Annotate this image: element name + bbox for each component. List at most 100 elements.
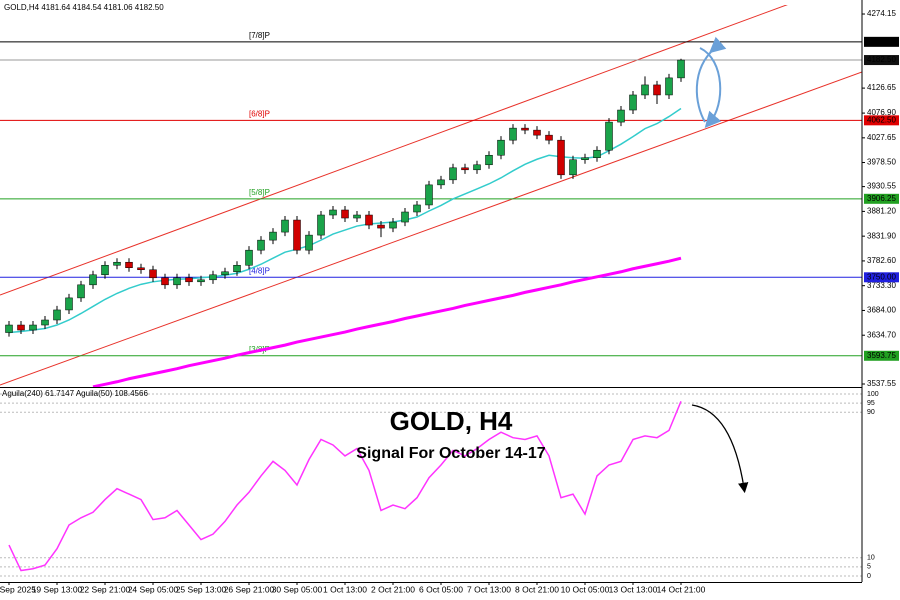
x-tick-label: 22 Sep 21:00 bbox=[80, 584, 131, 594]
candle-body bbox=[533, 129, 541, 136]
indicator-label: Aguila(240) 61.7147 Aguila(50) 108.4566 bbox=[2, 389, 148, 398]
candle-body bbox=[197, 279, 205, 283]
candle-body bbox=[449, 167, 457, 181]
candle-body bbox=[677, 59, 685, 79]
candle-body bbox=[425, 184, 433, 206]
y-tick-label: 3978.50 bbox=[867, 158, 896, 167]
candle-body bbox=[341, 209, 349, 219]
candle-body bbox=[497, 139, 505, 156]
x-tick-label: 25 Sep 13:00 bbox=[176, 584, 227, 594]
candle-body bbox=[209, 274, 217, 281]
price-tag-label: 3593.75 bbox=[867, 351, 896, 360]
candle-body bbox=[317, 214, 325, 236]
level-label: [6/8]P bbox=[249, 109, 270, 118]
candle-body bbox=[77, 284, 85, 299]
x-tick-label: 10 Oct 05:00 bbox=[561, 584, 610, 594]
candle-body bbox=[269, 231, 277, 241]
arrow-blue bbox=[695, 36, 727, 123]
candle-body bbox=[281, 219, 289, 233]
candle-body bbox=[413, 204, 421, 213]
price-tag-label: 3906.25 bbox=[867, 194, 896, 203]
y-tick-label: 5 bbox=[867, 564, 871, 571]
candle-body bbox=[665, 77, 673, 96]
price-tag bbox=[864, 193, 899, 204]
level-label: [4/8]P bbox=[249, 266, 270, 275]
candle-body bbox=[365, 214, 373, 226]
candle-body bbox=[329, 209, 337, 216]
candle-body bbox=[53, 309, 61, 321]
candle-body bbox=[293, 219, 301, 251]
indicator-panel bbox=[0, 393, 862, 577]
x-tick-label: 30 Sep 05:00 bbox=[272, 584, 323, 594]
candle-body bbox=[353, 214, 361, 219]
candle-body bbox=[41, 319, 49, 326]
x-tick-label: 13 Oct 13:00 bbox=[609, 584, 658, 594]
price-panel: [7/8]P[6/8]P[5/8]P[4/8]P[3/8]P bbox=[0, 5, 862, 387]
x-tick-label: 6 Oct 05:00 bbox=[419, 584, 463, 594]
price-tag bbox=[864, 36, 899, 47]
price-tag bbox=[864, 272, 899, 283]
level-label: [7/8]P bbox=[249, 31, 270, 40]
y-tick-label: 4274.15 bbox=[867, 9, 896, 18]
x-tick-label: 24 Sep 05:00 bbox=[128, 584, 179, 594]
candle-body bbox=[137, 267, 145, 271]
x-tick-label: 19 Sep 13:00 bbox=[32, 584, 83, 594]
x-tick-label: 26 Sep 21:00 bbox=[224, 584, 275, 594]
y-tick-label: 4126.65 bbox=[867, 83, 896, 92]
candle-body bbox=[473, 164, 481, 171]
candle-body bbox=[29, 324, 37, 331]
candle-body bbox=[89, 274, 97, 286]
price-tag bbox=[864, 55, 899, 66]
y-tick-label: 3930.55 bbox=[867, 182, 896, 191]
y-tick-label: 3831.90 bbox=[867, 231, 896, 240]
candle-body bbox=[485, 154, 493, 166]
candle-body bbox=[401, 211, 409, 223]
candle-body bbox=[377, 224, 385, 229]
x-tick-label: 8 Oct 21:00 bbox=[515, 584, 559, 594]
y-tick-label: 3537.55 bbox=[867, 379, 896, 388]
price-tag bbox=[864, 350, 899, 361]
y-tick-label: 10 bbox=[867, 555, 875, 562]
candle-body bbox=[149, 269, 157, 279]
candle-body bbox=[5, 324, 13, 333]
x-tick-label: 14 Oct 21:00 bbox=[657, 584, 706, 594]
x-tick-label: 1 Oct 13:00 bbox=[323, 584, 367, 594]
candle-body bbox=[389, 221, 397, 229]
candle-body bbox=[245, 249, 253, 266]
x-tick-label: 7 Oct 13:00 bbox=[467, 584, 511, 594]
price-tag-label: 4218.75 bbox=[867, 37, 896, 46]
candle-body bbox=[653, 84, 661, 96]
price-tag-label: 3750.00 bbox=[867, 272, 896, 281]
candle-body bbox=[305, 234, 313, 251]
y-tick-label: 3684.00 bbox=[867, 306, 896, 315]
indicator-line bbox=[8, 400, 682, 572]
y-tick-label: 3733.30 bbox=[867, 281, 896, 290]
candle-body bbox=[509, 127, 517, 141]
candle-body bbox=[257, 239, 265, 251]
candle-body bbox=[113, 261, 121, 266]
candle-body bbox=[617, 109, 625, 123]
y-tick-label: 3881.20 bbox=[867, 207, 896, 216]
candle-body bbox=[65, 297, 73, 311]
candle-body bbox=[581, 157, 589, 161]
price-tag bbox=[864, 115, 899, 126]
arrow-blue bbox=[699, 47, 722, 129]
y-tick-label: 100 bbox=[867, 391, 879, 398]
y-tick-label: 90 bbox=[867, 409, 875, 416]
annotation-subtitle: Signal For October 14-17 bbox=[356, 445, 545, 462]
x-tick-label: 19 Sep 2025 bbox=[0, 584, 36, 594]
arrow-signal bbox=[691, 404, 749, 494]
y-tick-label: 3782.60 bbox=[867, 256, 896, 265]
level-label: [5/8]P bbox=[249, 188, 270, 197]
x-tick-label: 2 Oct 21:00 bbox=[371, 584, 415, 594]
y-tick-label: 3634.70 bbox=[867, 330, 896, 339]
axes bbox=[0, 0, 863, 583]
candle-body bbox=[545, 134, 553, 141]
candle-body bbox=[593, 149, 601, 158]
candle-body bbox=[557, 139, 565, 176]
channel-upper bbox=[0, 5, 788, 296]
y-tick-label: 95 bbox=[867, 400, 875, 407]
candle-body bbox=[605, 121, 613, 151]
